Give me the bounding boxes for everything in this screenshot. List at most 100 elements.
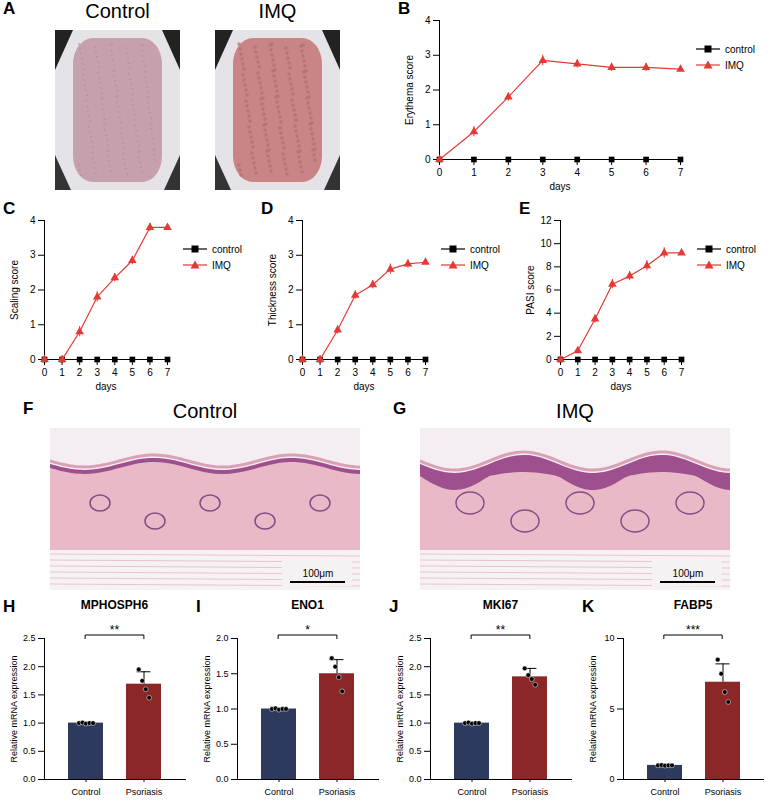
svg-text:0.0: 0.0 [409,774,422,784]
svg-text:12: 12 [540,215,552,226]
svg-text:2: 2 [77,367,83,378]
svg-text:3: 3 [610,367,616,378]
svg-text:5: 5 [130,367,136,378]
svg-text:3: 3 [30,249,36,260]
svg-text:1.5: 1.5 [23,690,36,700]
svg-text:0.5: 0.5 [23,746,36,756]
svg-text:6: 6 [661,367,667,378]
svg-text:0: 0 [30,354,36,365]
svg-text:2.5: 2.5 [409,633,422,643]
svg-text:Control: Control [71,787,100,797]
svg-text:2.0: 2.0 [409,662,422,672]
svg-text:1.0: 1.0 [409,718,422,728]
svg-text:5: 5 [609,167,615,178]
svg-text:Psoriasis: Psoriasis [705,787,742,797]
svg-text:3: 3 [540,167,546,178]
svg-text:days: days [95,381,116,392]
svg-text:0: 0 [609,774,614,784]
svg-text:5: 5 [609,704,614,714]
svg-text:100μm: 100μm [303,568,334,579]
svg-text:2: 2 [425,84,431,95]
svg-text:0: 0 [558,367,564,378]
svg-text:4: 4 [112,367,118,378]
svg-text:3: 3 [352,367,358,378]
svg-text:1.5: 1.5 [409,690,422,700]
svg-text:0: 0 [42,367,48,378]
svg-text:2: 2 [335,367,341,378]
svg-text:0.5: 0.5 [216,739,229,749]
svg-text:1: 1 [59,367,65,378]
svg-text:***: *** [686,623,700,637]
svg-text:0: 0 [546,354,552,365]
svg-text:6: 6 [546,284,552,295]
svg-text:6: 6 [405,367,411,378]
svg-text:100μm: 100μm [673,568,704,579]
svg-text:0.5: 0.5 [409,746,422,756]
svg-text:8: 8 [546,261,552,272]
svg-text:Psoriasis: Psoriasis [512,787,549,797]
svg-text:1.0: 1.0 [23,718,36,728]
svg-text:0: 0 [437,167,443,178]
svg-text:2: 2 [30,284,36,295]
svg-text:1.5: 1.5 [216,669,229,679]
svg-text:Psoriasis: Psoriasis [126,787,163,797]
svg-text:10: 10 [604,633,614,643]
svg-text:2.0: 2.0 [23,662,36,672]
svg-text:6: 6 [147,367,153,378]
svg-text:Relative mRNA expression: Relative mRNA expression [395,655,405,762]
svg-text:7: 7 [423,367,429,378]
svg-text:*: * [305,623,310,637]
svg-text:Control: Control [457,787,486,797]
svg-text:1: 1 [288,319,294,330]
svg-text:4: 4 [30,215,36,226]
svg-text:1: 1 [425,119,431,130]
svg-text:2: 2 [592,367,598,378]
svg-text:days: days [353,381,374,392]
svg-text:7: 7 [678,167,684,178]
svg-text:Erythema score: Erythema score [404,55,415,125]
svg-text:1: 1 [317,367,323,378]
svg-text:4: 4 [627,367,633,378]
svg-text:days: days [610,381,631,392]
svg-text:Relative mRNA expression: Relative mRNA expression [9,655,19,762]
svg-text:Scaling score: Scaling score [9,260,20,320]
svg-text:0.0: 0.0 [216,774,229,784]
svg-text:0.0: 0.0 [23,774,36,784]
svg-text:2.0: 2.0 [216,633,229,643]
svg-text:6: 6 [643,167,649,178]
svg-text:0: 0 [425,154,431,165]
svg-text:Control: Control [264,787,293,797]
svg-text:4: 4 [288,215,294,226]
svg-text:PASI score: PASI score [525,265,536,315]
svg-text:2.5: 2.5 [23,633,36,643]
svg-text:1: 1 [471,167,477,178]
svg-text:4: 4 [370,367,376,378]
svg-text:7: 7 [679,367,685,378]
svg-text:4: 4 [546,307,552,318]
svg-text:1: 1 [30,319,36,330]
svg-text:Psoriasis: Psoriasis [319,787,356,797]
svg-text:3: 3 [425,49,431,60]
svg-text:days: days [549,181,570,192]
svg-text:2: 2 [506,167,512,178]
svg-text:5: 5 [644,367,650,378]
svg-text:7: 7 [165,367,171,378]
svg-text:1.0: 1.0 [216,704,229,714]
svg-text:Control: Control [650,787,679,797]
svg-text:0: 0 [288,354,294,365]
svg-text:4: 4 [574,167,580,178]
svg-text:Thickness score: Thickness score [267,253,278,326]
svg-text:2: 2 [288,284,294,295]
svg-text:4: 4 [425,15,431,26]
svg-text:**: ** [110,623,120,637]
svg-text:2: 2 [546,331,552,342]
svg-text:3: 3 [288,249,294,260]
svg-text:3: 3 [94,367,100,378]
svg-text:5: 5 [388,367,394,378]
svg-text:Relative mRNA expression: Relative mRNA expression [202,655,212,762]
svg-text:0: 0 [300,367,306,378]
svg-text:10: 10 [540,238,552,249]
svg-text:1: 1 [575,367,581,378]
svg-text:**: ** [496,623,506,637]
svg-text:Relative mRNA expression: Relative mRNA expression [588,655,598,762]
